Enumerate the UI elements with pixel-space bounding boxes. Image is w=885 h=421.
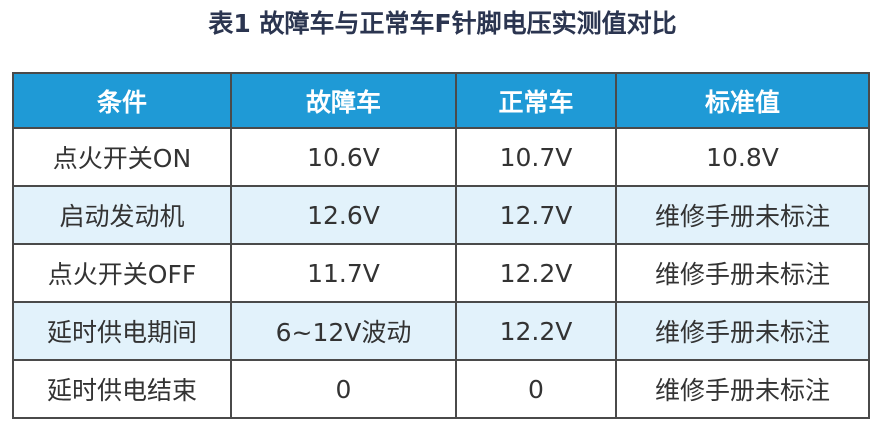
table-cell: 延时供电结束 [12, 359, 232, 419]
header-row: 条件 故障车 正常车 标准值 [12, 72, 870, 129]
header-cell: 正常车 [455, 72, 617, 129]
table-cell: 12.2V [455, 243, 617, 303]
table-cell: 10.6V [230, 127, 457, 187]
header-cell: 故障车 [230, 72, 457, 129]
table-cell: 点火开关OFF [12, 243, 232, 303]
table-cell: 维修手册未标注 [615, 301, 870, 361]
table-cell: 维修手册未标注 [615, 359, 870, 419]
table-cell: 维修手册未标注 [615, 243, 870, 303]
table-row: 点火开关OFF 11.7V 12.2V 维修手册未标注 [12, 243, 870, 303]
header-cell: 条件 [12, 72, 232, 129]
table-cell: 12.6V [230, 185, 457, 245]
table-row: 延时供电期间 6~12V波动 12.2V 维修手册未标注 [12, 301, 870, 361]
table-title: 表1 故障车与正常车F针脚电压实测值对比 [208, 9, 677, 38]
table-row: 点火开关ON 10.6V 10.7V 10.8V [12, 127, 870, 187]
table-cell: 点火开关ON [12, 127, 232, 187]
table-cell: 12.2V [455, 301, 617, 361]
table-cell: 12.7V [455, 185, 617, 245]
table-cell: 启动发动机 [12, 185, 232, 245]
table-cell: 0 [455, 359, 617, 419]
table-cell: 维修手册未标注 [615, 185, 870, 245]
table-row: 启动发动机 12.6V 12.7V 维修手册未标注 [12, 185, 870, 245]
table-row: 延时供电结束 0 0 维修手册未标注 [12, 359, 870, 419]
table-cell: 6~12V波动 [230, 301, 457, 361]
table-cell: 10.7V [455, 127, 617, 187]
table-cell: 延时供电期间 [12, 301, 232, 361]
comparison-table: 条件 故障车 正常车 标准值 点火开关ON 10.6V 10.7V 10.8V 启动发动机 12… [12, 72, 870, 419]
table-cell: 10.8V [615, 127, 870, 187]
header-cell: 标准值 [615, 72, 870, 129]
table-cell: 0 [230, 359, 457, 419]
table-cell: 11.7V [230, 243, 457, 303]
